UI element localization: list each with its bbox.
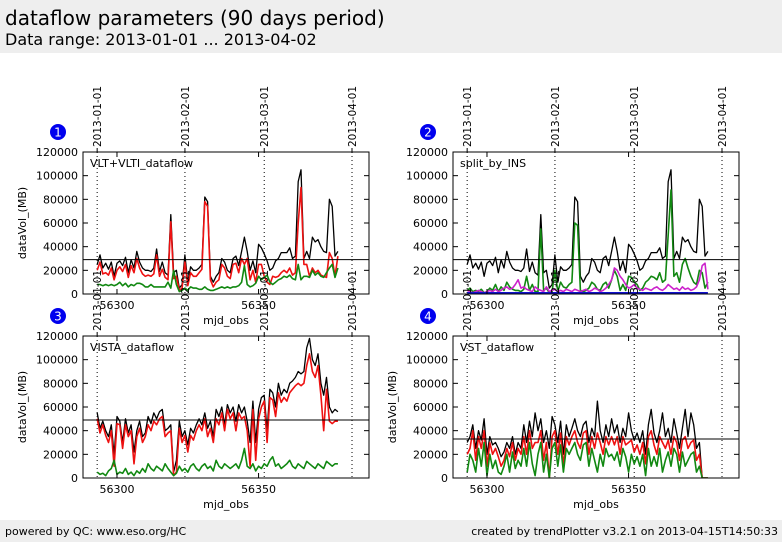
x-axis-label: mjd_obs xyxy=(573,314,619,327)
x-axis-label: mjd_obs xyxy=(203,314,249,327)
panel-number-badge xyxy=(420,308,436,324)
y-tick-label: 60000 xyxy=(43,401,78,414)
x-tick-label: 56300 xyxy=(469,299,504,312)
date-marker-label: 2013-03-01 xyxy=(629,86,641,147)
y-tick-label: 40000 xyxy=(43,241,78,254)
chart-panel-1: 1 2013-01-01 2013-02-01 2013-03-01 2013-04-0… xyxy=(16,86,370,327)
y-axis-label: dataVol_(MB) xyxy=(386,371,399,443)
panel-number-label: 3 xyxy=(54,310,62,324)
y-axis-label: dataVol_(MB) xyxy=(16,371,29,443)
panel-number-label: 2 xyxy=(424,126,432,140)
x-tick-label: 56350 xyxy=(241,299,276,312)
panel-label: VST_dataflow xyxy=(460,341,534,354)
date-marker-label: 2013-02-01 xyxy=(550,86,562,147)
date-marker-label: 2013-04-01 xyxy=(347,86,359,147)
date-marker-label: 2013-04-01 xyxy=(347,270,359,331)
chart-panel-3: 3 2013-01-01 2013-02-01 2013-03-01 2013-04-0… xyxy=(16,270,370,511)
footer-powered-by: powered by QC: www.eso.org/HC xyxy=(5,525,187,538)
date-marker-label: 2013-04-01 xyxy=(717,270,729,331)
y-tick-label: 80000 xyxy=(43,377,78,390)
y-tick-label: 80000 xyxy=(43,193,78,206)
panel-number-badge xyxy=(50,308,66,324)
series-line-black xyxy=(96,169,339,289)
series-line-green xyxy=(466,441,708,478)
panel-number-badge xyxy=(50,124,66,140)
series-line-red xyxy=(96,352,338,477)
plots-area: 1 2013-01-01 2013-02-01 2013-03-01 2013-04-0… xyxy=(16,86,740,511)
header-bar: dataflow parameters (90 days period) Dat… xyxy=(0,0,782,53)
page-title: dataflow parameters (90 days period) xyxy=(5,6,385,30)
y-tick-label: 0 xyxy=(441,288,448,301)
y-tick-label: 120000 xyxy=(36,146,78,159)
x-tick-label: 56350 xyxy=(241,483,276,496)
footer-created-by: created by trendPlotter v3.2.1 on 2013-0… xyxy=(471,525,778,538)
x-tick-label: 56350 xyxy=(611,483,646,496)
date-marker-label: 2013-03-01 xyxy=(629,270,641,331)
y-tick-label: 20000 xyxy=(43,448,78,461)
panel-label: VISTA_dataflow xyxy=(90,341,174,354)
y-tick-label: 100000 xyxy=(36,170,78,183)
panel-label: VLT+VLTI_dataflow xyxy=(90,157,193,170)
x-axis-label: mjd_obs xyxy=(203,498,249,511)
series-line-black xyxy=(466,169,709,289)
date-marker-label: 2013-02-01 xyxy=(550,270,562,331)
x-tick-label: 56350 xyxy=(611,299,646,312)
y-tick-label: 40000 xyxy=(43,425,78,438)
page-subtitle: Data range: 2013-01-01 ... 2013-04-02 xyxy=(5,30,317,49)
series-line-black xyxy=(466,400,708,478)
x-tick-label: 56300 xyxy=(469,483,504,496)
y-tick-label: 20000 xyxy=(43,264,78,277)
date-marker-label: 2013-01-01 xyxy=(462,270,474,331)
date-marker-label: 2013-04-01 xyxy=(717,86,729,147)
y-tick-label: 100000 xyxy=(36,354,78,367)
y-tick-label: 20000 xyxy=(413,264,448,277)
series-line-black xyxy=(96,337,339,473)
y-tick-label: 80000 xyxy=(413,193,448,206)
y-tick-label: 20000 xyxy=(413,448,448,461)
date-marker-label: 2013-01-01 xyxy=(92,270,104,331)
series-line-green xyxy=(96,447,338,477)
panel-number-badge xyxy=(420,124,436,140)
series-line-magenta xyxy=(466,262,709,294)
y-axis-label: dataVol_(MB) xyxy=(16,187,29,259)
chart-panel-2: 2 2013-01-01 2013-02-01 2013-03-01 2013-04-0… xyxy=(406,86,740,327)
y-tick-label: 100000 xyxy=(406,354,448,367)
date-marker-label: 2013-01-01 xyxy=(462,86,474,147)
date-marker-label: 2013-01-01 xyxy=(92,86,104,147)
series-line-red xyxy=(466,429,708,478)
y-tick-label: 0 xyxy=(71,288,78,301)
panel-number-label: 1 xyxy=(54,126,62,140)
x-tick-label: 56300 xyxy=(99,483,134,496)
y-tick-label: 120000 xyxy=(36,330,78,343)
date-marker-label: 2013-03-01 xyxy=(259,86,271,147)
date-marker-label: 2013-02-01 xyxy=(180,270,192,331)
y-tick-label: 120000 xyxy=(406,146,448,159)
footer-bar: powered by QC: www.eso.org/HC created by… xyxy=(0,520,782,542)
y-tick-label: 0 xyxy=(71,472,78,485)
series-line-green xyxy=(466,189,709,294)
series-line-green xyxy=(97,263,339,293)
y-tick-label: 80000 xyxy=(413,377,448,390)
y-tick-label: 60000 xyxy=(43,217,78,230)
date-marker-label: 2013-02-01 xyxy=(180,86,192,147)
date-marker-label: 2013-03-01 xyxy=(259,270,271,331)
y-tick-label: 60000 xyxy=(413,217,448,230)
panel-number-label: 4 xyxy=(424,310,432,324)
y-tick-label: 120000 xyxy=(406,330,448,343)
x-axis-label: mjd_obs xyxy=(573,498,619,511)
y-tick-label: 40000 xyxy=(413,425,448,438)
panel-label: split_by_INS xyxy=(460,157,526,170)
plot-frame xyxy=(452,151,740,295)
y-tick-label: 60000 xyxy=(413,401,448,414)
y-tick-label: 40000 xyxy=(413,241,448,254)
y-tick-label: 0 xyxy=(441,472,448,485)
chart-panel-4: 4 2013-01-01 2013-02-01 2013-03-01 2013-04-0… xyxy=(386,270,740,511)
x-tick-label: 56300 xyxy=(99,299,134,312)
y-tick-label: 100000 xyxy=(406,170,448,183)
